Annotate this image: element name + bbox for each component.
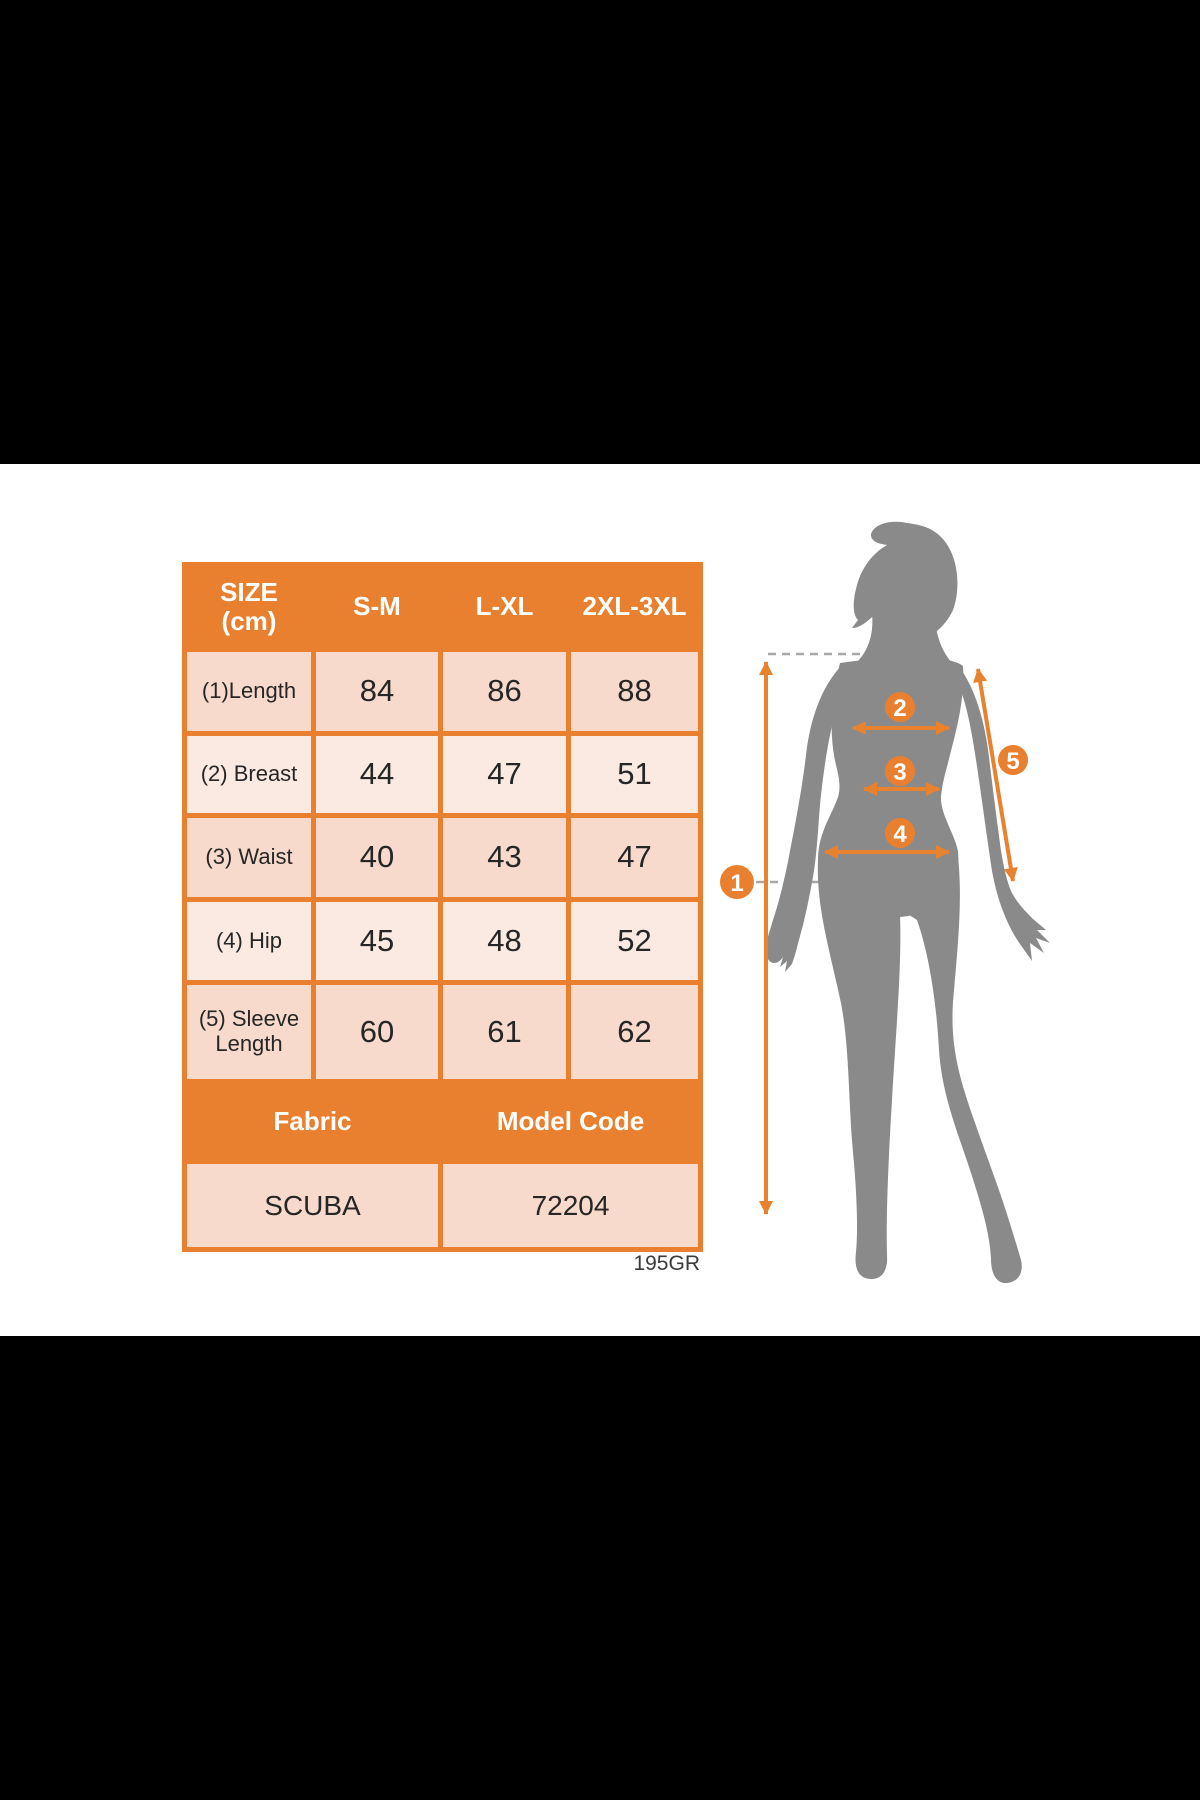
- value-hip-sm: 45: [316, 902, 438, 980]
- marker-5-circle: [998, 745, 1028, 775]
- value-breast-2xl3xl: 51: [571, 736, 698, 813]
- marker-4-circle: [885, 818, 915, 848]
- value-length-lxl: 86: [443, 652, 566, 731]
- measurement-arrows: [759, 661, 1018, 1215]
- value-length-2xl3xl: 88: [571, 652, 698, 731]
- silhouette-neck: [855, 613, 953, 664]
- value-breast-sm: 44: [316, 736, 438, 813]
- value-sleeve-lxl: 61: [443, 985, 566, 1079]
- body-measurement-figure: 1 2 3 4 5: [720, 521, 1050, 1284]
- row-label-breast: (2) Breast: [187, 736, 311, 813]
- marker-3-circle: [885, 756, 915, 786]
- value-length-sm: 84: [316, 652, 438, 731]
- model-code-header-cell: Model Code: [443, 1084, 698, 1159]
- row-label-sleeve-length: (5) Sleeve Length: [187, 985, 311, 1079]
- row-label-length: (1)Length: [187, 652, 311, 731]
- value-hip-2xl3xl: 52: [571, 902, 698, 980]
- size-header-cell: SIZE (cm): [187, 567, 311, 647]
- value-sleeve-2xl3xl: 62: [571, 985, 698, 1079]
- measurement-markers: 1 2 3 4 5: [720, 692, 1028, 899]
- marker-5-number: 5: [1006, 748, 1019, 775]
- marker-4-number: 4: [893, 821, 907, 848]
- value-waist-sm: 40: [316, 818, 438, 897]
- fabric-header-cell: Fabric: [187, 1084, 438, 1159]
- value-waist-lxl: 43: [443, 818, 566, 897]
- marker-2-circle: [885, 692, 915, 722]
- model-code-value-cell: 72204: [443, 1164, 698, 1247]
- column-header-2xl3xl: 2XL-3XL: [571, 567, 698, 647]
- marker-3-number: 3: [893, 759, 906, 786]
- value-hip-lxl: 48: [443, 902, 566, 980]
- value-breast-lxl: 47: [443, 736, 566, 813]
- silhouette-head: [852, 521, 958, 644]
- sleeve-arrow: [973, 668, 1018, 882]
- weight-note: 195GR: [633, 1252, 700, 1275]
- marker-1-number: 1: [730, 870, 743, 897]
- silhouette-left-leg: [817, 860, 901, 1280]
- marker-2-number: 2: [893, 695, 906, 722]
- column-header-sm: S-M: [316, 567, 438, 647]
- marker-1-circle: [720, 865, 754, 899]
- column-header-lxl: L-XL: [443, 567, 566, 647]
- size-table: SIZE (cm) S-M L-XL 2XL-3XL (1)Length 84 …: [182, 562, 703, 1252]
- fabric-value-cell: SCUBA: [187, 1164, 438, 1247]
- row-label-hip: (4) Hip: [187, 902, 311, 980]
- female-silhouette: [765, 521, 1050, 1284]
- value-sleeve-sm: 60: [316, 985, 438, 1079]
- row-label-waist: (3) Waist: [187, 818, 311, 897]
- silhouette-right-leg: [900, 857, 1022, 1284]
- value-waist-2xl3xl: 47: [571, 818, 698, 897]
- silhouette-left-arm: [765, 665, 848, 972]
